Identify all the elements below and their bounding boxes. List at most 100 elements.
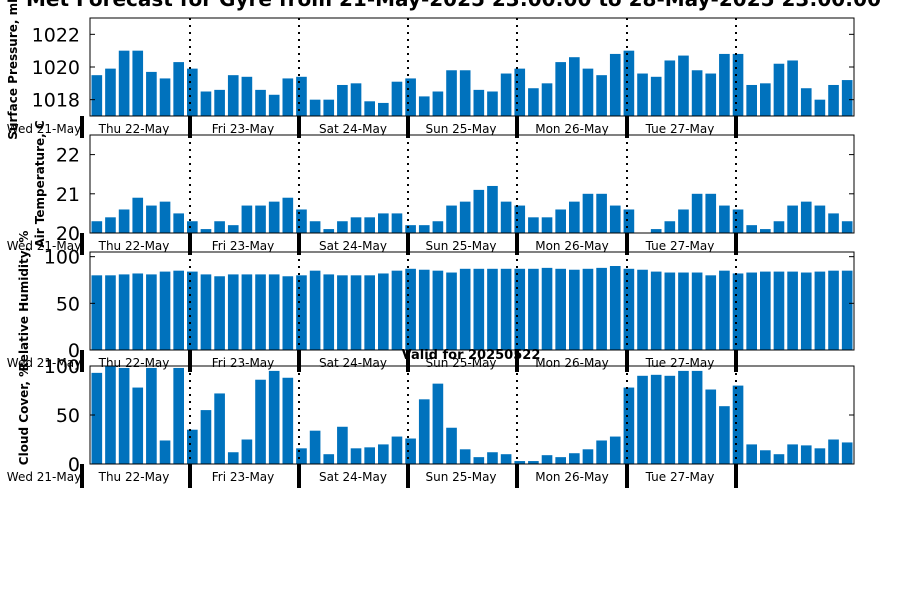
bar [664,60,676,116]
day-label: Fri 23-May [212,470,275,484]
bar [596,267,607,350]
bar [773,63,785,116]
bar [528,88,539,116]
bar [378,273,389,350]
day-label: Tue 27-May [645,122,715,136]
bar [569,269,580,350]
bar [418,269,430,350]
bar [555,268,566,350]
y-tick-label: 0 [68,454,80,476]
day-label: Mon 26-May [535,122,609,136]
bar [323,229,335,233]
bar [487,185,498,233]
bar [432,221,444,233]
bar [227,452,239,464]
day-label: Mon 26-May [535,470,609,484]
bar [391,81,403,116]
bar [200,274,212,350]
day-label: Sun 25-May [425,239,496,253]
bar [541,455,553,464]
bar [459,268,471,350]
bar [473,268,485,350]
bar [132,197,144,233]
bar [814,205,826,233]
bar [405,438,416,464]
bar [200,410,212,464]
y-tick-label: 100 [44,247,80,269]
bar [773,271,785,350]
bar [528,268,539,350]
day-label: Tue 27-May [645,239,715,253]
bar [514,268,526,350]
y-tick-label: 0 [68,340,80,362]
bar [132,387,144,464]
bar [173,62,184,116]
bar [650,271,662,350]
bar [241,205,253,233]
y-tick-label: 20 [56,223,80,245]
bar [309,270,321,350]
day-label: Sat 24-May [319,122,387,136]
bar [760,83,771,116]
bar [828,84,839,116]
day-label: Mon 26-May [535,239,609,253]
bar [323,99,335,116]
bar [828,439,839,464]
page-title: Met Forecast for Gyre from 21-May-2025 2… [26,0,881,11]
bar [814,448,826,464]
bar [623,387,635,464]
bar [841,442,853,464]
bar [282,78,294,116]
y-tick-label: 50 [56,293,80,315]
y-axis-title: Cloud Cover, % [17,365,31,465]
bar [296,448,307,464]
bar [637,269,648,350]
bar [746,272,757,350]
bar [609,436,621,464]
bar [650,76,662,116]
bar [596,440,607,464]
bar [637,375,648,464]
bar [241,274,253,350]
bar [691,193,703,233]
bar [473,189,485,233]
bar [787,60,798,116]
bar [841,80,853,116]
bar [159,78,171,116]
bar [569,201,580,233]
bar [569,57,580,116]
bar [132,273,144,350]
bar [800,445,812,464]
bar [118,274,130,350]
bar [105,68,116,116]
bar [678,209,689,233]
bar [173,367,184,464]
bar [350,217,362,233]
bar [391,436,403,464]
bar [623,50,635,116]
bar [268,201,280,233]
bar [146,274,157,350]
bar [159,440,171,464]
bar [814,271,826,350]
day-label: Sun 25-May [425,470,496,484]
bar [214,221,225,233]
bar [405,78,416,116]
bar [255,89,266,116]
bar [609,266,621,350]
bar [569,453,580,464]
bar [446,205,457,233]
bar [241,439,253,464]
bar [268,370,280,464]
bar [159,271,171,350]
bar [364,217,375,233]
bar [582,193,594,233]
bar [487,452,498,464]
day-label: Wed 21-May [7,239,81,253]
bar [719,406,730,464]
day-label: Sat 24-May [319,239,387,253]
bar [541,217,553,233]
y-tick-label: 21 [56,184,80,206]
bar [146,367,157,464]
